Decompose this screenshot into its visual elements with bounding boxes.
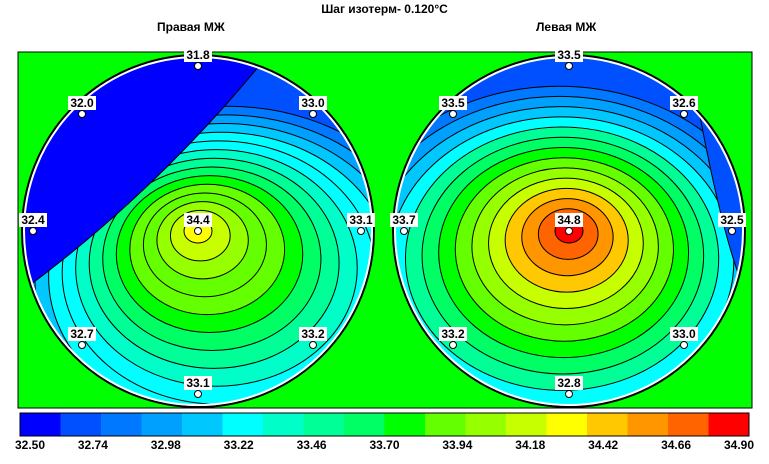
- sensor-point: [29, 227, 37, 235]
- sensor-label: 33.1: [349, 213, 373, 227]
- sensor-label-bg: [555, 376, 583, 390]
- sensor-label-bg: [184, 376, 212, 390]
- scale-swatch: [222, 413, 264, 436]
- sensor-point: [194, 62, 202, 70]
- scale-swatch: [425, 413, 466, 436]
- sensor-label-bg: [299, 327, 327, 341]
- scale-tick-label: 32.50: [14, 438, 46, 452]
- sensor-point: [400, 227, 408, 235]
- sensor-label-bg: [670, 327, 698, 341]
- sensor-point: [309, 110, 317, 118]
- sensor-label-bg: [718, 213, 746, 227]
- sensor-point: [194, 390, 202, 398]
- scale-swatch: [627, 413, 669, 436]
- sensor-label: 32.8: [557, 376, 581, 390]
- scale-swatch: [506, 413, 547, 436]
- sensor-label-bg: [439, 96, 467, 110]
- scale-swatch: [546, 413, 588, 436]
- sensor-point: [728, 227, 736, 235]
- sensor-point: [78, 110, 86, 118]
- sensor-label-bg: [555, 213, 583, 227]
- sensor-label: 34.8: [557, 213, 581, 227]
- scale-swatch: [303, 413, 345, 436]
- scale-swatch: [263, 413, 304, 436]
- sensor-label: 32.4: [21, 213, 45, 227]
- sensor-label: 33.5: [557, 48, 581, 62]
- sensor-label-bg: [390, 213, 418, 227]
- sensor-label-bg: [555, 48, 583, 62]
- chart-title: Шаг изотерм- 0.120°С: [321, 2, 448, 16]
- right-breast-title: Правая МЖ: [157, 20, 225, 34]
- sensor-label-bg: [68, 96, 96, 110]
- sensor-point: [449, 341, 457, 349]
- scale-swatch: [60, 413, 102, 436]
- sensor-label-bg: [184, 48, 212, 62]
- sensor-label-bg: [670, 96, 698, 110]
- scale-tick-label: 33.94: [442, 438, 473, 452]
- scale-swatch: [384, 413, 426, 436]
- scale-swatch: [668, 413, 709, 436]
- scale-tick-label: 32.74: [77, 438, 108, 452]
- sensor-label: 32.5: [720, 213, 744, 227]
- scale-swatch: [465, 413, 507, 436]
- scale-tick-label: 33.70: [369, 438, 400, 452]
- scale-swatch: [101, 413, 142, 436]
- color-scale: [19, 412, 750, 437]
- scale-tick-label: 34.42: [588, 438, 619, 452]
- scale-frame: [19, 412, 750, 437]
- sensor-label: 33.0: [301, 96, 325, 110]
- scale-swatch: [708, 413, 750, 436]
- scale-swatch: [587, 413, 628, 436]
- sensor-point: [565, 227, 573, 235]
- sensor-label: 33.0: [672, 327, 696, 341]
- scale-tick-label: 34.18: [515, 438, 546, 452]
- sensor-label-bg: [439, 327, 467, 341]
- sensor-label: 32.6: [672, 96, 696, 110]
- sensor-label-bg: [68, 327, 96, 341]
- sensor-point: [78, 341, 86, 349]
- sensor-label: 33.2: [301, 327, 325, 341]
- scale-tick-label: 32.98: [150, 438, 181, 452]
- sensor-point: [194, 227, 202, 235]
- scale-swatch: [141, 413, 183, 436]
- sensor-label-bg: [184, 213, 212, 227]
- sensor-label: 33.7: [392, 213, 416, 227]
- sensor-label: 32.0: [70, 96, 94, 110]
- sensor-point: [357, 227, 365, 235]
- sensor-label: 33.5: [441, 96, 465, 110]
- scale-tick-label: 33.46: [296, 438, 327, 452]
- sensor-point: [565, 62, 573, 70]
- scale-tick-label: 34.90: [723, 438, 755, 452]
- sensor-label: 33.1: [186, 376, 210, 390]
- scale-swatch: [182, 413, 223, 436]
- sensor-point: [680, 341, 688, 349]
- scale-swatch: [344, 413, 385, 436]
- sensor-label-bg: [19, 213, 47, 227]
- sensor-point: [309, 341, 317, 349]
- sensor-point: [449, 110, 457, 118]
- sensor-point: [680, 110, 688, 118]
- sensor-label-bg: [347, 213, 375, 227]
- sensor-label-bg: [299, 96, 327, 110]
- scale-swatch: [20, 413, 61, 436]
- sensor-label: 32.7: [70, 327, 94, 341]
- sensor-label: 31.8: [186, 48, 210, 62]
- scale-tick-label: 34.66: [661, 438, 692, 452]
- left-breast-title: Левая МЖ: [536, 20, 597, 34]
- sensor-label: 33.2: [441, 327, 465, 341]
- scale-tick-label: 33.22: [223, 438, 254, 452]
- sensor-label: 34.4: [186, 213, 210, 227]
- sensor-point: [565, 390, 573, 398]
- left-breast-panel: 33.5 33.5 32.6 33.7 34.8 32.5 33.2 33.0 32.8: [390, 48, 746, 408]
